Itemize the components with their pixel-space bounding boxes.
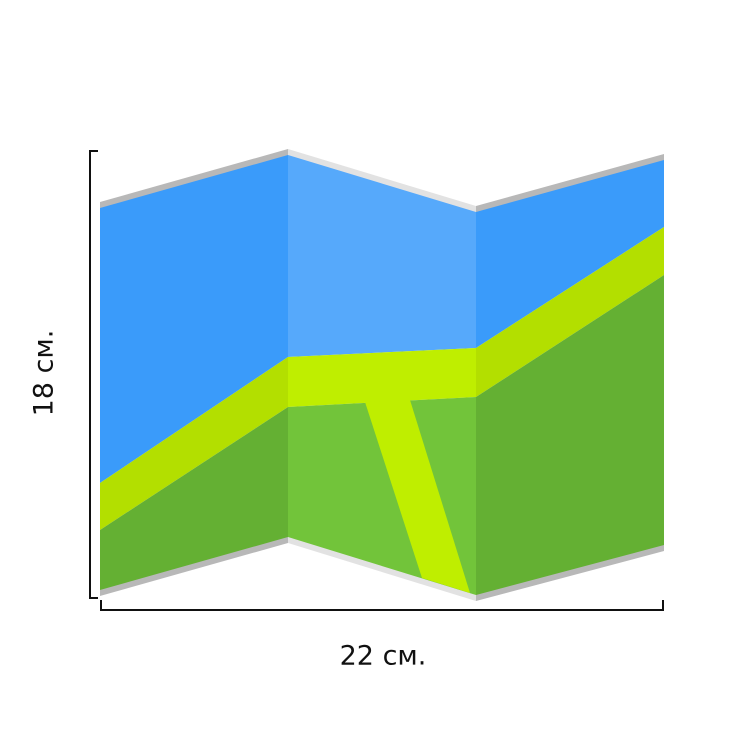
road (365, 400, 470, 593)
water (476, 160, 664, 348)
road (476, 227, 664, 397)
width-label: 22 см. (340, 641, 427, 672)
land (100, 407, 288, 590)
water (100, 155, 288, 483)
height-label: 18 см. (29, 330, 60, 417)
height-bracket (89, 150, 98, 599)
road (288, 348, 476, 407)
land (476, 275, 664, 595)
width-bracket (100, 600, 664, 611)
dimension-lines (89, 150, 664, 611)
water (288, 155, 476, 357)
road (100, 357, 288, 530)
folded-map (100, 149, 664, 601)
